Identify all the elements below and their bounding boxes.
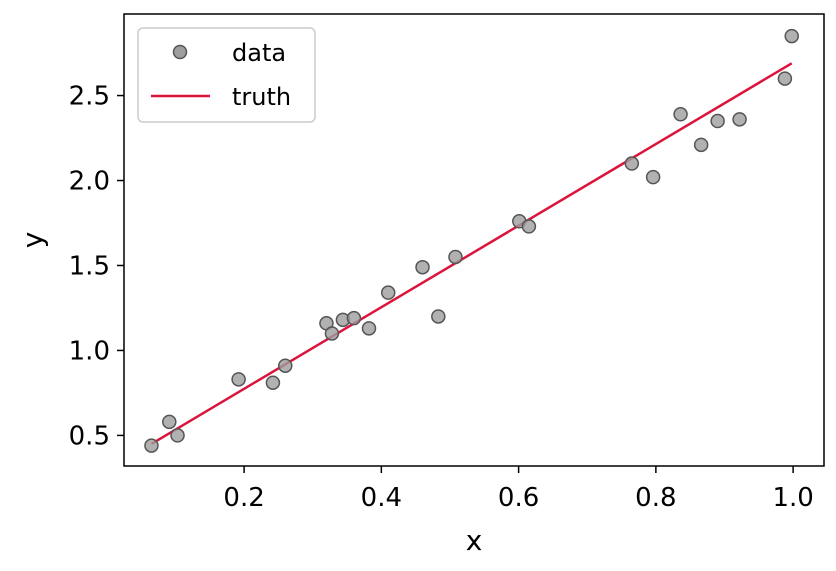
data-point-4 xyxy=(231,372,246,387)
x-tick-label: 0.6 xyxy=(498,483,539,513)
x-tick-label: 0.2 xyxy=(223,483,264,513)
y-tick-label: 2.0 xyxy=(69,167,110,197)
data-point-12 xyxy=(380,285,396,300)
data-point-15 xyxy=(448,249,463,265)
data-point-22 xyxy=(710,113,725,129)
x-tick-label: 0.8 xyxy=(635,483,676,513)
data-point-10 xyxy=(346,310,362,326)
data-point-11 xyxy=(361,321,377,336)
data-point-24 xyxy=(777,71,793,86)
data-point-8 xyxy=(324,326,340,341)
y-tick-label: 1.5 xyxy=(69,251,110,281)
data-point-14 xyxy=(431,309,446,324)
data-point-17 xyxy=(521,219,537,234)
data-point-19 xyxy=(645,169,661,185)
data-point-21 xyxy=(693,137,709,153)
data-point-25 xyxy=(784,28,799,44)
data-point-18 xyxy=(624,156,640,171)
legend-data-marker xyxy=(172,44,188,60)
data-point-6 xyxy=(278,358,293,373)
x-axis-label: x xyxy=(466,524,483,557)
data-point-1 xyxy=(144,438,159,453)
x-tick-label: 0.4 xyxy=(361,483,402,513)
y-tick-label: 0.5 xyxy=(69,421,110,451)
y-tick-label: 2.5 xyxy=(69,82,110,112)
y-axis-label: y xyxy=(16,232,49,249)
y-tick-label: 1.0 xyxy=(69,336,110,366)
data-point-5 xyxy=(265,375,281,390)
legend: data truth xyxy=(137,27,316,123)
axes-frame xyxy=(123,13,825,467)
data-point-13 xyxy=(415,259,430,275)
data-point-20 xyxy=(673,107,688,122)
truth-line xyxy=(150,62,793,445)
legend-data-label: data xyxy=(232,39,286,67)
data-point-3 xyxy=(170,428,185,443)
x-tick-label: 1.0 xyxy=(772,483,813,513)
plot-area xyxy=(144,28,799,453)
data-point-23 xyxy=(732,112,747,127)
axis-ticks: 0.2 0.4 0.6 0.8 1.0 0.5 1.0 1.5 2.0 2.5 xyxy=(69,82,814,513)
legend-truth-label: truth xyxy=(232,83,291,111)
data-point-2 xyxy=(162,414,177,430)
